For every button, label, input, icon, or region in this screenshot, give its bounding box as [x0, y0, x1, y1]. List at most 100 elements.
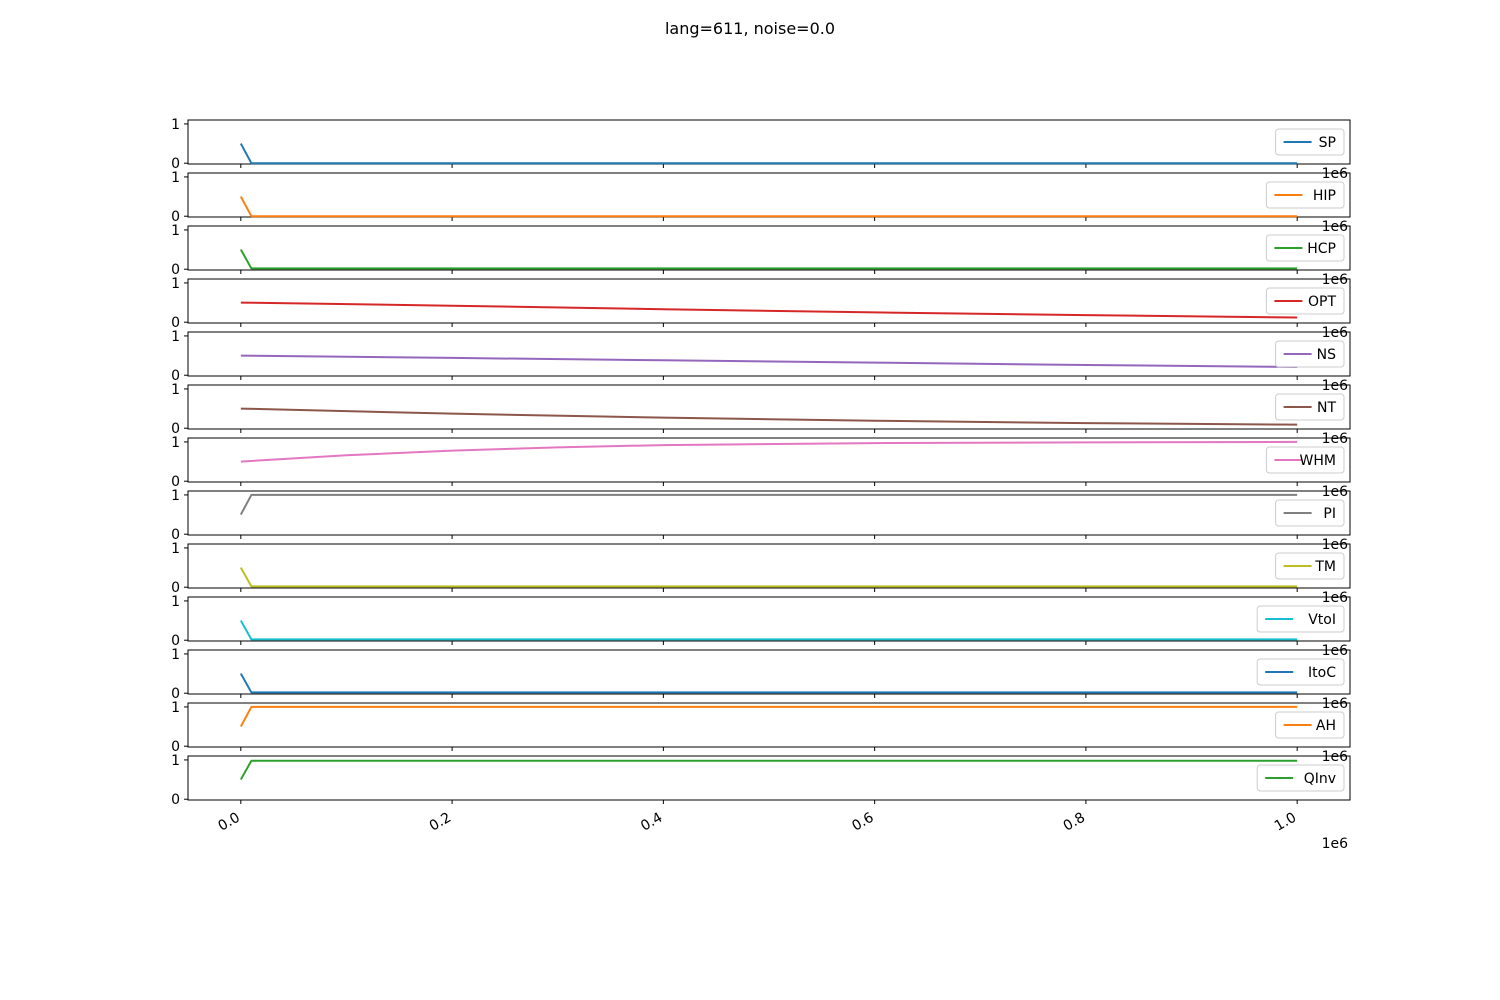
legend-label: VtoI	[1308, 612, 1336, 628]
subplot-frame	[187, 649, 1351, 695]
y-tick-label: 0	[171, 421, 180, 437]
subplot-ah: 0 1 1e6 AH	[171, 700, 1351, 765]
legend: PI	[1275, 499, 1345, 527]
x-offset-label: 1e6	[1322, 325, 1349, 341]
y-tick-label: 1	[171, 488, 180, 504]
legend-label: WHM	[1300, 453, 1336, 469]
y-tick-label: 0	[171, 474, 180, 490]
legend: VtoI	[1256, 605, 1345, 633]
series-line-vtoi	[239, 620, 1298, 641]
y-tick-label: 1	[171, 435, 180, 451]
legend-label: SP	[1319, 135, 1336, 151]
y-tick-label: 0	[171, 739, 180, 755]
legend-label: OPT	[1308, 294, 1336, 310]
y-tick-label: 1	[171, 594, 180, 610]
subplot-vtoi: 0 1 1e6 VtoI	[171, 594, 1351, 659]
legend: WHM	[1265, 446, 1345, 474]
series-line-tm	[239, 567, 1298, 588]
x-offset-label: 1e6	[1322, 484, 1349, 500]
legend: QInv	[1256, 764, 1345, 792]
legend: ItoC	[1256, 658, 1345, 686]
x-offset-label: 1e6	[1322, 219, 1349, 235]
subplot-opt: 0 1 1e6 OPT	[171, 276, 1351, 341]
y-tick-label: 0	[171, 209, 180, 225]
series-line-sp	[239, 143, 1298, 165]
legend-label: ItoC	[1308, 665, 1336, 681]
y-tick-label: 0	[171, 686, 180, 702]
subplot-pi: 0 1 1e6 PI	[171, 488, 1351, 553]
subplot-sp: 0 1 1e6 SP	[171, 117, 1351, 182]
y-tick-label: 0	[171, 156, 180, 172]
legend-label: QInv	[1304, 771, 1336, 787]
subplot-hcp: 0 1 1e6 HCP	[171, 223, 1351, 288]
legend: AH	[1275, 711, 1345, 739]
y-tick-label: 1	[171, 170, 180, 186]
legend-box	[1256, 658, 1345, 686]
subplot-frame	[187, 543, 1351, 589]
y-tick-label: 1	[171, 541, 180, 557]
legend-box	[1256, 605, 1345, 633]
y-tick-label: 0	[171, 633, 180, 649]
legend: NT	[1275, 393, 1345, 421]
y-tick-label: 0	[171, 262, 180, 278]
legend: HIP	[1265, 181, 1345, 209]
series-line-nt	[240, 407, 1298, 426]
series-line-ns	[240, 354, 1298, 368]
x-offset-label: 1e6	[1322, 431, 1349, 447]
y-tick-label: 0	[171, 315, 180, 331]
x-offset-label: 1e6	[1322, 643, 1349, 659]
legend-label: AH	[1316, 718, 1336, 734]
subplot-frame	[187, 755, 1351, 801]
legend-label: HCP	[1307, 241, 1336, 257]
subplot-nt: 0 1 1e6 NT	[171, 382, 1351, 447]
y-tick-label: 1	[171, 329, 180, 345]
subplot-frame	[187, 225, 1351, 271]
legend-box	[1265, 234, 1345, 262]
subplot-frame	[187, 331, 1351, 377]
legend-label: NS	[1317, 347, 1336, 363]
series-line-itoc	[239, 673, 1298, 694]
subplot-panels: 011e6SP011e6HIP011e6HCP011e6OPT011e6NS01…	[171, 117, 1351, 808]
legend: OPT	[1265, 287, 1345, 315]
subplot-itoc: 0 1 1e6 ItoC	[171, 647, 1351, 712]
series-line-ah	[239, 705, 1298, 728]
legend: SP	[1275, 128, 1345, 156]
legend-box	[1256, 764, 1345, 792]
x-offset-label: 1e6	[1322, 696, 1349, 712]
y-tick-label: 1	[171, 700, 180, 716]
legend: NS	[1275, 340, 1345, 368]
legend-box	[1265, 181, 1345, 209]
legend-box	[1265, 446, 1345, 474]
subplot-hip: 0 1 1e6 HIP	[171, 170, 1351, 235]
subplot-qinv: 0 1 QInv	[171, 753, 1351, 808]
y-tick-label: 1	[171, 276, 180, 292]
subplot-frame	[187, 596, 1351, 642]
subplot-whm: 0 1 1e6 WHM	[171, 435, 1351, 500]
subplot-frame	[187, 437, 1351, 483]
y-tick-label: 1	[171, 223, 180, 239]
series-line-pi	[239, 493, 1298, 516]
x-offset-label: 1e6	[1322, 749, 1349, 765]
legend-box	[1265, 287, 1345, 315]
y-tick-label: 1	[171, 382, 180, 398]
chart-title: lang=611, noise=0.0	[665, 19, 835, 38]
x-offset-label: 1e6	[1322, 537, 1349, 553]
y-tick-label: 0	[171, 368, 180, 384]
legend-label: PI	[1323, 506, 1336, 522]
legend-label: HIP	[1313, 188, 1336, 204]
legend: HCP	[1265, 234, 1345, 262]
y-tick-label: 1	[171, 117, 180, 133]
legend: TM	[1275, 552, 1345, 580]
x-offset-label: 1e6	[1322, 590, 1349, 606]
series-line-hip	[239, 196, 1298, 218]
subplot-frame	[187, 278, 1351, 324]
legend-label: TM	[1314, 559, 1336, 575]
series-line-qinv	[239, 759, 1298, 781]
x-offset-label: 1e6	[1322, 272, 1349, 288]
subplot-frame	[187, 384, 1351, 430]
subplot-ns: 0 1 1e6 NS	[171, 329, 1351, 394]
y-tick-label: 1	[171, 647, 180, 663]
series-line-hcp	[239, 249, 1298, 270]
